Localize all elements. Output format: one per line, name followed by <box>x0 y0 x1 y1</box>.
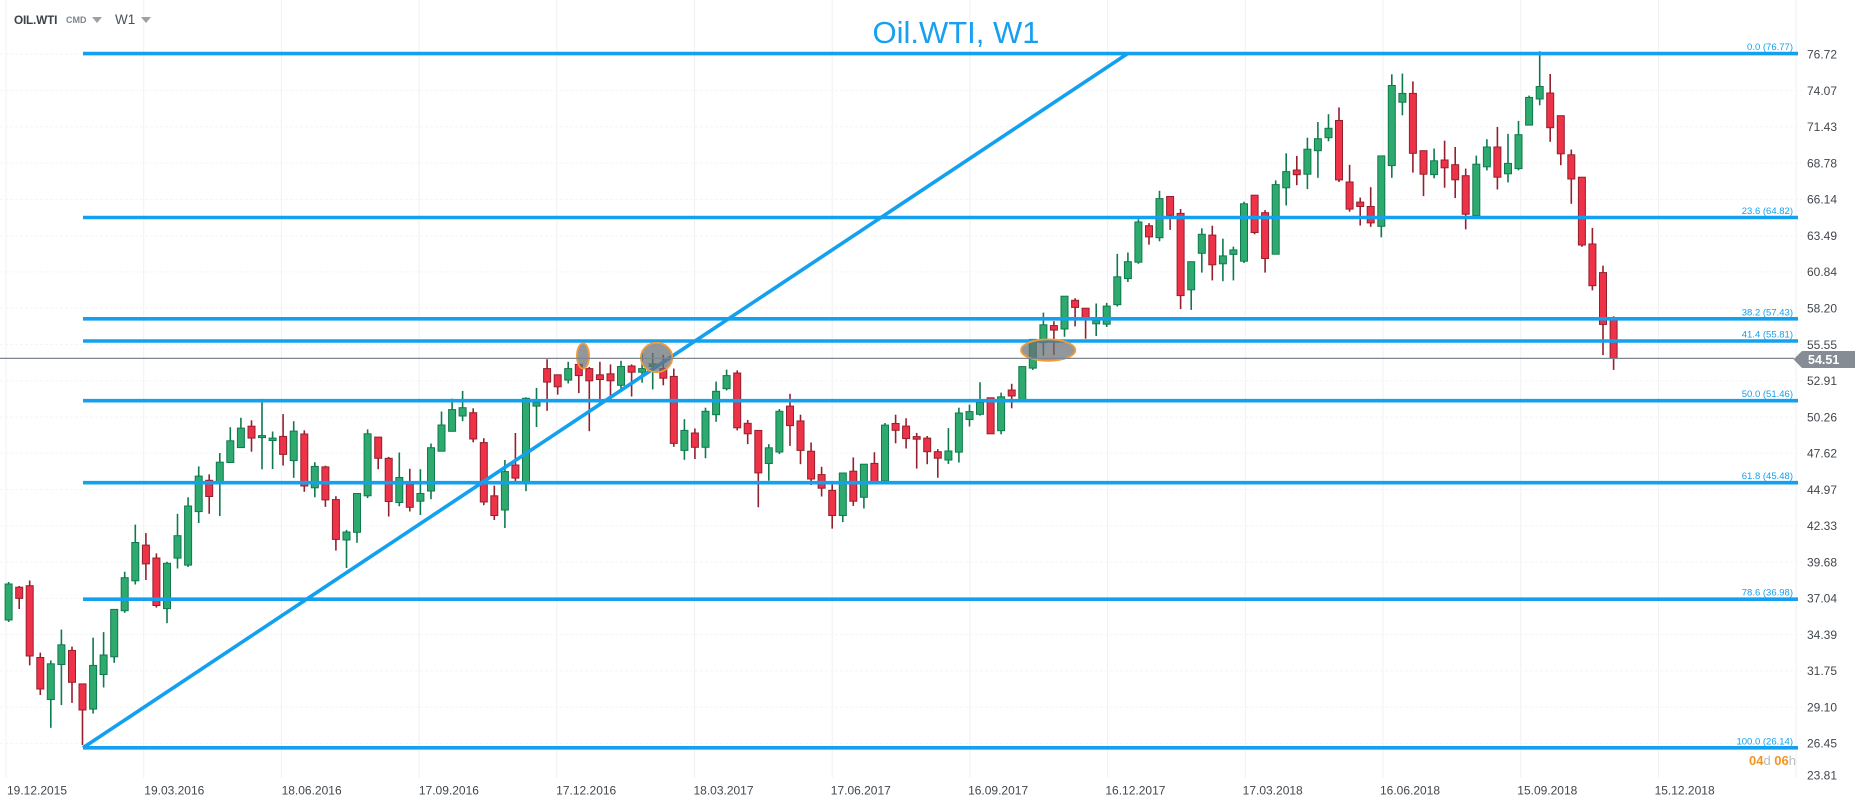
svg-text:31.75: 31.75 <box>1807 664 1837 678</box>
svg-text:50.0 (51.46): 50.0 (51.46) <box>1742 389 1793 400</box>
svg-text:29.10: 29.10 <box>1807 701 1837 715</box>
svg-text:47.62: 47.62 <box>1807 447 1837 461</box>
svg-text:18.06.2016: 18.06.2016 <box>282 784 342 798</box>
svg-text:50.26: 50.26 <box>1807 410 1837 424</box>
svg-text:23.6 (64.82): 23.6 (64.82) <box>1742 206 1793 217</box>
svg-text:66.14: 66.14 <box>1807 193 1837 207</box>
svg-text:CMD: CMD <box>66 15 87 25</box>
svg-text:17.09.2016: 17.09.2016 <box>419 784 479 798</box>
svg-text:OIL.WTI: OIL.WTI <box>14 13 57 27</box>
svg-text:39.68: 39.68 <box>1807 555 1837 569</box>
svg-text:19.03.2016: 19.03.2016 <box>144 784 204 798</box>
svg-text:Oil.WTI, W1: Oil.WTI, W1 <box>872 15 1039 50</box>
svg-text:41.4 (55.81): 41.4 (55.81) <box>1742 330 1793 341</box>
svg-text:38.2 (57.43): 38.2 (57.43) <box>1742 307 1793 318</box>
svg-text:16.12.2017: 16.12.2017 <box>1105 784 1165 798</box>
svg-text:71.43: 71.43 <box>1807 120 1837 134</box>
svg-text:19.12.2015: 19.12.2015 <box>7 784 67 798</box>
svg-text:15.09.2018: 15.09.2018 <box>1517 784 1577 798</box>
svg-text:76.72: 76.72 <box>1807 48 1837 62</box>
svg-text:17.12.2016: 17.12.2016 <box>556 784 616 798</box>
svg-text:34.39: 34.39 <box>1807 628 1837 642</box>
svg-text:55.55: 55.55 <box>1807 338 1837 352</box>
svg-text:W1: W1 <box>115 12 135 27</box>
svg-text:58.20: 58.20 <box>1807 302 1837 316</box>
svg-text:17.03.2018: 17.03.2018 <box>1243 784 1303 798</box>
svg-text:0.0 (76.77): 0.0 (76.77) <box>1747 42 1793 53</box>
svg-text:23.81: 23.81 <box>1807 768 1837 782</box>
svg-text:63.49: 63.49 <box>1807 229 1837 243</box>
svg-text:16.06.2018: 16.06.2018 <box>1380 784 1440 798</box>
svg-text:100.0 (26.14): 100.0 (26.14) <box>1736 736 1793 747</box>
svg-text:68.78: 68.78 <box>1807 156 1837 170</box>
svg-text:44.97: 44.97 <box>1807 483 1837 497</box>
svg-text:37.04: 37.04 <box>1807 592 1837 606</box>
svg-text:16.09.2017: 16.09.2017 <box>968 784 1028 798</box>
svg-text:60.84: 60.84 <box>1807 265 1837 279</box>
svg-text:61.8 (45.48): 61.8 (45.48) <box>1742 471 1793 482</box>
svg-text:42.33: 42.33 <box>1807 519 1837 533</box>
svg-text:74.07: 74.07 <box>1807 84 1837 98</box>
svg-text:04d 06h: 04d 06h <box>1749 753 1796 768</box>
svg-text:52.91: 52.91 <box>1807 374 1837 388</box>
svg-text:17.06.2017: 17.06.2017 <box>831 784 891 798</box>
svg-text:26.45: 26.45 <box>1807 737 1837 751</box>
svg-text:18.03.2017: 18.03.2017 <box>693 784 753 798</box>
svg-text:54.51: 54.51 <box>1808 353 1839 367</box>
svg-text:78.6 (36.98): 78.6 (36.98) <box>1742 588 1793 599</box>
svg-text:15.12.2018: 15.12.2018 <box>1655 784 1715 798</box>
